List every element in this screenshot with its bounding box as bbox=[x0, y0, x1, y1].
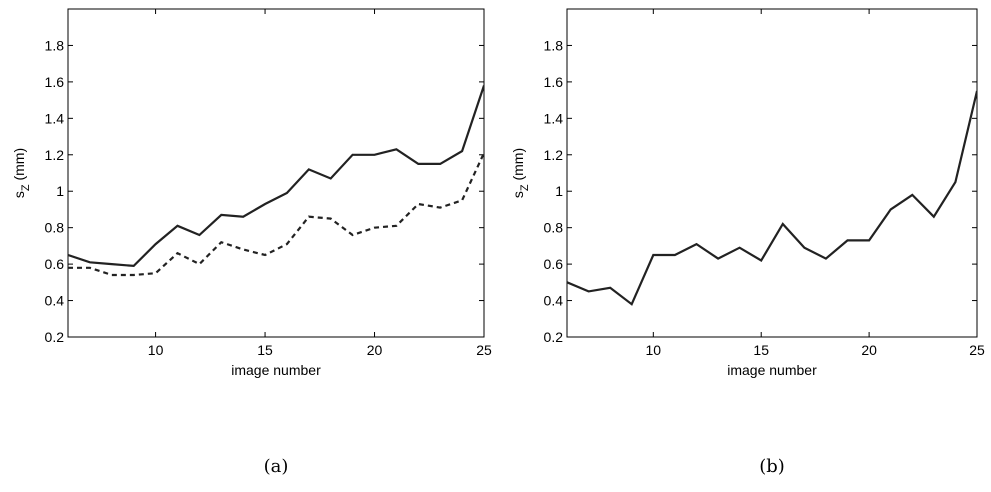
x-tick-label: 15 bbox=[257, 342, 273, 358]
series-line-dashed bbox=[68, 152, 484, 277]
plot-frame bbox=[67, 8, 485, 338]
panel-caption: (a) bbox=[264, 456, 289, 477]
x-tick-label: 10 bbox=[148, 342, 164, 358]
y-tick-label: 0.8 bbox=[45, 220, 65, 236]
y-tick-label: 1.8 bbox=[45, 37, 65, 53]
x-tick-label: 10 bbox=[646, 342, 662, 358]
panel-b: 0.2 0.4 0.6 0.8 1 1.2 1.4 1.6 1.8 10 15 20 25 image n… bbox=[510, 8, 985, 477]
y-tick-label: 1 bbox=[56, 183, 64, 199]
y-tick-label: 0.8 bbox=[544, 220, 564, 236]
series-line-solid bbox=[567, 90, 977, 306]
x-tick-label: 25 bbox=[969, 342, 985, 358]
y-axis-title: sZ (mm) bbox=[11, 148, 32, 198]
y-tick-label: 0.6 bbox=[544, 256, 564, 272]
y-tick-label: 0.6 bbox=[45, 256, 65, 272]
y-tick-label: 0.4 bbox=[544, 293, 564, 309]
y-axis-title-unit: (mm) bbox=[11, 148, 27, 185]
x-tick-label: 15 bbox=[753, 342, 769, 358]
x-tick-label: 25 bbox=[476, 342, 492, 358]
y-tick-label: 0.2 bbox=[45, 329, 65, 345]
y-tick-label: 1.2 bbox=[45, 147, 65, 163]
y-axis-title-sub: Z bbox=[20, 184, 32, 191]
x-tick-label: 20 bbox=[367, 342, 383, 358]
y-axis-title: sZ (mm) bbox=[510, 148, 531, 198]
y-axis-title-sub: Z bbox=[519, 184, 531, 191]
panel-a: 0.2 0.4 0.6 0.8 1 1.2 1.4 1.6 1.8 10 15 20 25 image n… bbox=[11, 8, 492, 477]
plot-frame bbox=[566, 8, 978, 338]
y-tick-label: 1.2 bbox=[544, 147, 564, 163]
series-line-solid bbox=[68, 85, 484, 268]
y-tick-label: 0.2 bbox=[544, 329, 564, 345]
y-tick-label: 1.8 bbox=[544, 37, 564, 53]
y-axis-title-main: s bbox=[510, 191, 526, 198]
x-axis-title: image number bbox=[727, 362, 817, 378]
y-tick-label: 1 bbox=[555, 183, 563, 199]
panel-caption: (b) bbox=[759, 456, 785, 477]
y-axis-title-main: s bbox=[11, 191, 27, 198]
y-tick-label: 1.6 bbox=[45, 74, 65, 90]
y-tick-label: 0.4 bbox=[45, 293, 65, 309]
y-tick-label: 1.6 bbox=[544, 74, 564, 90]
x-tick-label: 20 bbox=[861, 342, 877, 358]
x-axis-title: image number bbox=[231, 362, 321, 378]
y-tick-label: 1.4 bbox=[544, 110, 564, 126]
y-axis-title-unit: (mm) bbox=[510, 148, 526, 185]
y-tick-label: 1.4 bbox=[45, 110, 65, 126]
